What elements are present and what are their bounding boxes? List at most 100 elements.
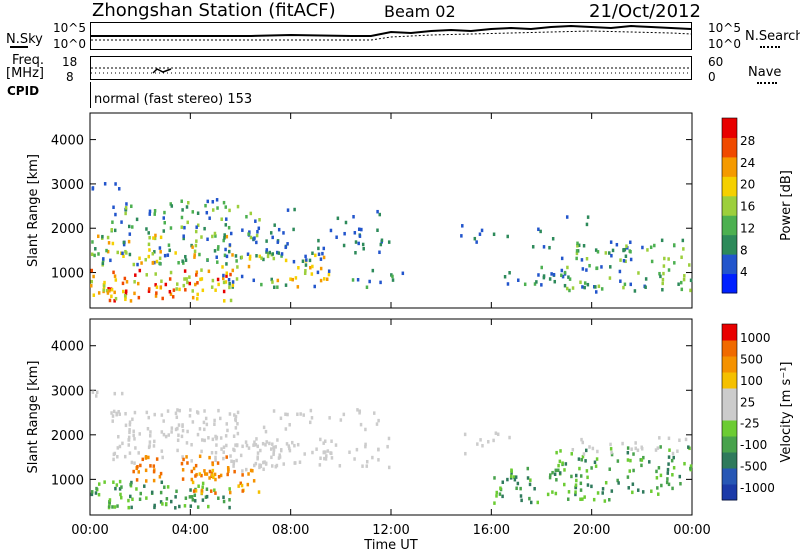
power-echo-cell [585,256,589,261]
power-echo-cell [662,271,665,276]
velocity-echo-cell [268,441,271,446]
power-echo-cell [624,254,628,259]
velocity-echo-cell [364,427,367,432]
velocity-echo-cell [493,476,496,480]
power-panel-frame [89,112,693,309]
velocity-echo-cell [280,448,283,452]
power-echo-cell [248,254,252,259]
power-echo-cell [133,291,136,296]
power-echo-cell [255,240,258,245]
power-echo-cell [181,259,184,263]
velocity-echo-cell [329,451,332,455]
power-echo-cell [158,256,162,261]
velocity-echo-cell [309,408,313,413]
velocity-echo-cell [570,452,573,456]
freq-glitch [152,68,172,74]
power-echo-cell [609,265,612,269]
velocity-echo-cell [153,505,156,510]
power-echo-cell [131,225,134,229]
power-echo-cell [280,252,284,256]
power-echo-cell [379,280,382,285]
power-echo-cell [183,269,187,273]
velocity-echo-cell [546,492,550,497]
power-echo-cell [151,261,155,265]
velocity-colorbar-swatch [722,340,737,357]
velocity-echo-cell [528,496,531,501]
velocity-echo-cell [631,482,635,486]
power-echo-cell [153,212,156,216]
velocity-colorbar-swatch [722,404,737,421]
power-echo-cell [619,258,622,262]
velocity-xtick-label: 08:00 [272,523,309,538]
power-echo-cell [114,296,118,301]
power-echo-cell [273,285,276,290]
velocity-echo-cell [580,458,584,462]
velocity-echo-cell [176,426,179,431]
velocity-echo-cell [165,502,168,506]
velocity-echo-cell [127,438,131,442]
power-echo-cell [182,283,186,288]
power-echo-cell [362,247,365,251]
power-echo-cell [229,272,232,277]
power-echo-cell [114,212,117,217]
power-echo-cell [106,235,110,240]
power-echo-cell [335,235,338,239]
power-colorbar-frame [721,117,738,294]
velocity-echo-cell [190,459,193,463]
velocity-echo-cell [201,498,205,502]
velocity-echo-cell [235,458,238,463]
power-colorbar-swatch [722,273,737,294]
velocity-echo-cell [129,494,132,499]
velocity-echo-cell [579,497,582,502]
power-echo-cell [356,278,360,282]
power-echo-cell [129,299,133,303]
velocity-echo-cell [377,458,380,462]
power-echo-cell [689,288,692,293]
velocity-echo-cell [127,435,131,440]
velocity-echo-cell [131,417,134,422]
power-echo-cell [196,292,199,297]
power-echo-cell [224,280,228,284]
velocity-echo-cell [152,478,156,483]
velocity-echo-cell [667,455,671,459]
velocity-echo-cell [120,495,123,500]
power-echo-cell [336,216,340,221]
velocity-echo-cell [194,463,198,468]
velocity-echo-cell [263,460,266,464]
power-echo-cell [258,254,262,259]
power-echo-cell [329,228,333,233]
power-echo-cell [258,218,261,222]
velocity-echo-cell [213,472,217,477]
power-echo-cell [575,256,578,261]
cpid-label: CPID [7,84,40,98]
power-echo-cell [310,272,314,276]
velocity-echo-cell [177,433,180,437]
velocity-echo-cell [153,503,156,508]
power-echo-cell [360,227,363,232]
power-echo-cell [138,268,142,273]
power-echo-cell [580,258,584,262]
velocity-echo-cell [479,438,482,442]
velocity-echo-cell [536,500,540,505]
power-echo-cell [594,290,598,294]
power-echo-cell [168,289,172,294]
velocity-echo-cell [153,439,156,444]
power-echo-cell [667,268,671,272]
velocity-echo-cell [679,481,682,486]
velocity-echo-cell [161,455,164,460]
velocity-echo-cell [232,459,236,464]
velocity-echo-cell [636,488,640,492]
power-echo-cell [319,257,323,261]
power-echo-cell [550,272,553,276]
velocity-echo-cell [110,411,113,415]
velocity-echo-cell [667,482,671,487]
velocity-echo-cell [264,461,268,466]
velocity-echo-cell [135,478,139,482]
velocity-echo-cell [222,499,226,504]
power-echo-cell [225,234,229,239]
velocity-echo-cell [233,448,236,453]
power-echo-cell [94,247,97,251]
velocity-echo-cell [188,495,192,499]
velocity-echo-cell [191,420,195,424]
velocity-echo-cell [111,414,115,418]
